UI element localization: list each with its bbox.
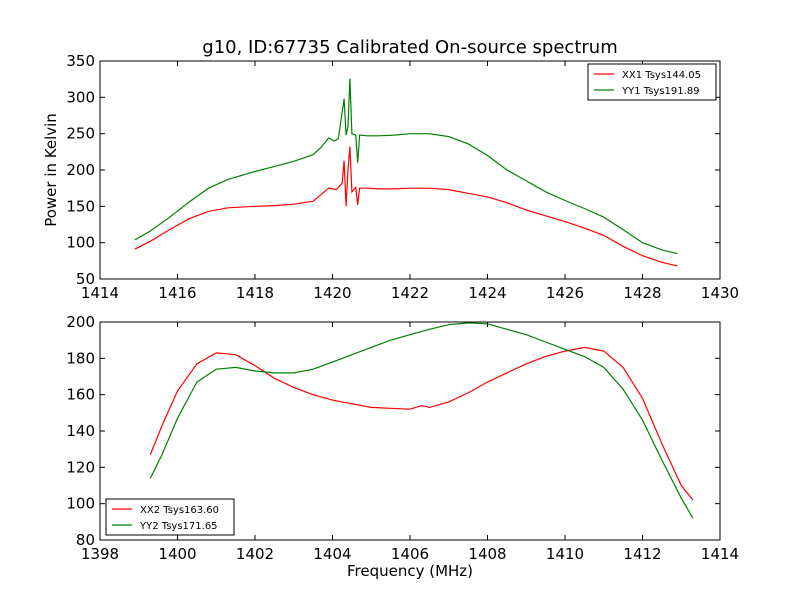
y-tick-label: 50 [76,270,95,288]
y-tick-label: 140 [66,422,95,440]
legend: XX2 Tsys163.60 YY2 Tsys171.65 [105,498,235,536]
legend-box [105,498,235,536]
y-tick-label: 80 [76,531,95,549]
chart-title: g10, ID:67735 Calibrated On-source spect… [202,37,617,58]
legend-label: YY2 Tsys171.65 [139,521,218,532]
y-tick-label: 160 [66,386,95,404]
series-line-2-2 [149,322,694,519]
x-tick-label: 1420 [313,284,351,302]
x-tick-label: 1426 [546,284,584,302]
x-tick-label: 1414 [701,545,739,563]
legend: XX1 Tsys144.05 YY1 Tsys191.89 [587,63,717,101]
series-line-2-1 [149,346,694,501]
x-tick-label: 1418 [236,284,274,302]
x-tick-label: 1422 [391,284,429,302]
x-tick-label: 1400 [158,545,196,563]
y-tick-label: 100 [66,495,95,513]
legend-box [587,63,717,101]
y-tick-label: 350 [66,52,95,70]
y-tick-label: 120 [66,458,95,476]
y-tick-label: 300 [66,88,95,106]
x-tick-label: 1412 [623,545,661,563]
top-plot-panel: 1414 1416 1418 1420 1422 1424 1426 1428 1430 50 10… [66,52,739,302]
x-tick-label: 1416 [158,284,196,302]
x-tick-label: 1428 [623,284,661,302]
x-tick-label: 1406 [391,545,429,563]
series-line-1-2 [134,78,678,255]
series-line-1-1 [134,146,678,267]
x-axis-label: Frequency (MHz) [347,562,473,580]
y-axis-label: Power in Kelvin [42,113,60,227]
legend-label: XX1 Tsys144.05 [622,70,701,81]
y-tick-label: 150 [66,197,95,215]
x-tick-label: 1424 [468,284,506,302]
y-tick-label: 200 [66,161,95,179]
x-tick-label: 1410 [546,545,584,563]
y-tick-label: 250 [66,125,95,143]
bottom-plot-panel: 1398 1400 1402 1404 1406 1408 1410 1412 1414 80 10… [66,313,739,563]
x-tick-label: 1404 [313,545,351,563]
x-tick-label: 1408 [468,545,506,563]
x-tick-label: 1430 [701,284,739,302]
x-tick-label: 1398 [81,545,119,563]
x-tick-label: 1414 [81,284,119,302]
y-tick-label: 200 [66,313,95,331]
x-tick-label: 1402 [236,545,274,563]
legend-label: XX2 Tsys163.60 [140,505,219,516]
y-tick-label: 100 [66,234,95,252]
y-tick-label: 180 [66,349,95,367]
legend-label: YY1 Tsys191.89 [621,86,700,97]
